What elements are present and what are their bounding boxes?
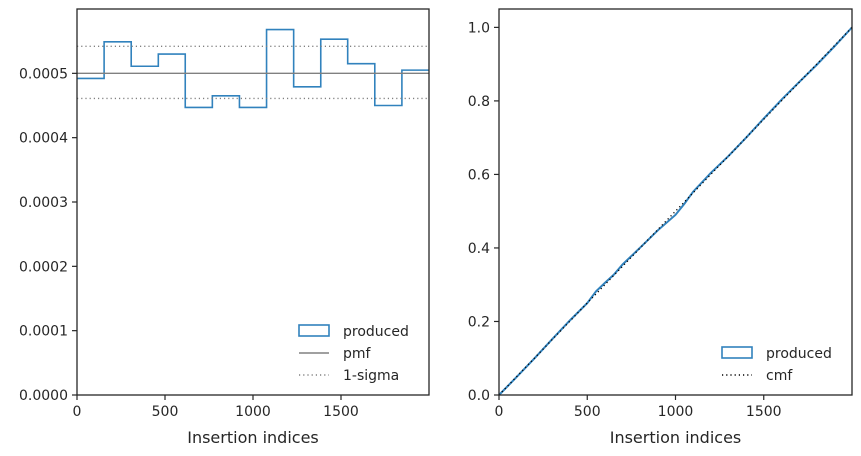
axes-frame: [498, 8, 853, 396]
y-tick-label: 0.0002: [19, 259, 68, 275]
x-tick-label: 500: [574, 404, 601, 420]
legend-entry-cmf: cmf: [722, 368, 793, 384]
x-axis-label: Insertion indices: [187, 428, 319, 447]
chart-panel-1: 0 500 1000 1500 0.0000 0.0001 0.0002 0.0003 0.00…: [19, 8, 430, 447]
y-tick-label: 0.8: [468, 94, 490, 110]
y-tick-label: 0.0003: [19, 195, 68, 211]
x-tick-label: 0: [495, 404, 504, 420]
legend-label: pmf: [343, 346, 372, 362]
legend-label: produced: [343, 324, 409, 340]
legend-swatch: [721, 346, 753, 359]
series-line-cmf: [498, 26, 853, 396]
legend-entry-pmf: pmf: [299, 346, 372, 362]
x-tick-label: 1000: [658, 404, 694, 420]
legend-label: 1-sigma: [343, 368, 399, 384]
y-tick-label: 0.2: [468, 314, 490, 330]
chart-panel-2: 0 500 1000 1500 0.0 0.2 0.4 0.6 0.8 1.0 Insertion …: [468, 8, 853, 447]
legend-label: cmf: [766, 368, 793, 384]
legend-swatch: [298, 324, 330, 337]
y-tick-label: 0.0005: [19, 66, 68, 82]
x-tick-label: 1500: [746, 404, 782, 420]
y-tick-label: 1.0: [468, 20, 490, 36]
x-axis-label: Insertion indices: [610, 428, 742, 447]
y-tick-label: 0.0000: [19, 388, 68, 404]
legend-entry-produced: produced: [721, 346, 832, 362]
y-tick-label: 0.0001: [19, 324, 68, 340]
series-line-produced: [498, 26, 853, 396]
y-tick-label: 0.0004: [19, 131, 68, 147]
x-tick-label: 1500: [323, 404, 359, 420]
series-line-produced: [77, 28, 429, 109]
x-tick-label: 1000: [235, 404, 271, 420]
y-tick-label: 0.0: [468, 388, 490, 404]
x-tick-label: 0: [73, 404, 82, 420]
legend-entry-1-sigma: 1-sigma: [299, 368, 399, 384]
x-tick-label: 500: [152, 404, 179, 420]
legend-label: produced: [766, 346, 832, 362]
y-tick-label: 0.4: [468, 241, 490, 257]
legend-entry-produced: produced: [298, 324, 409, 340]
y-tick-label: 0.6: [468, 167, 490, 183]
